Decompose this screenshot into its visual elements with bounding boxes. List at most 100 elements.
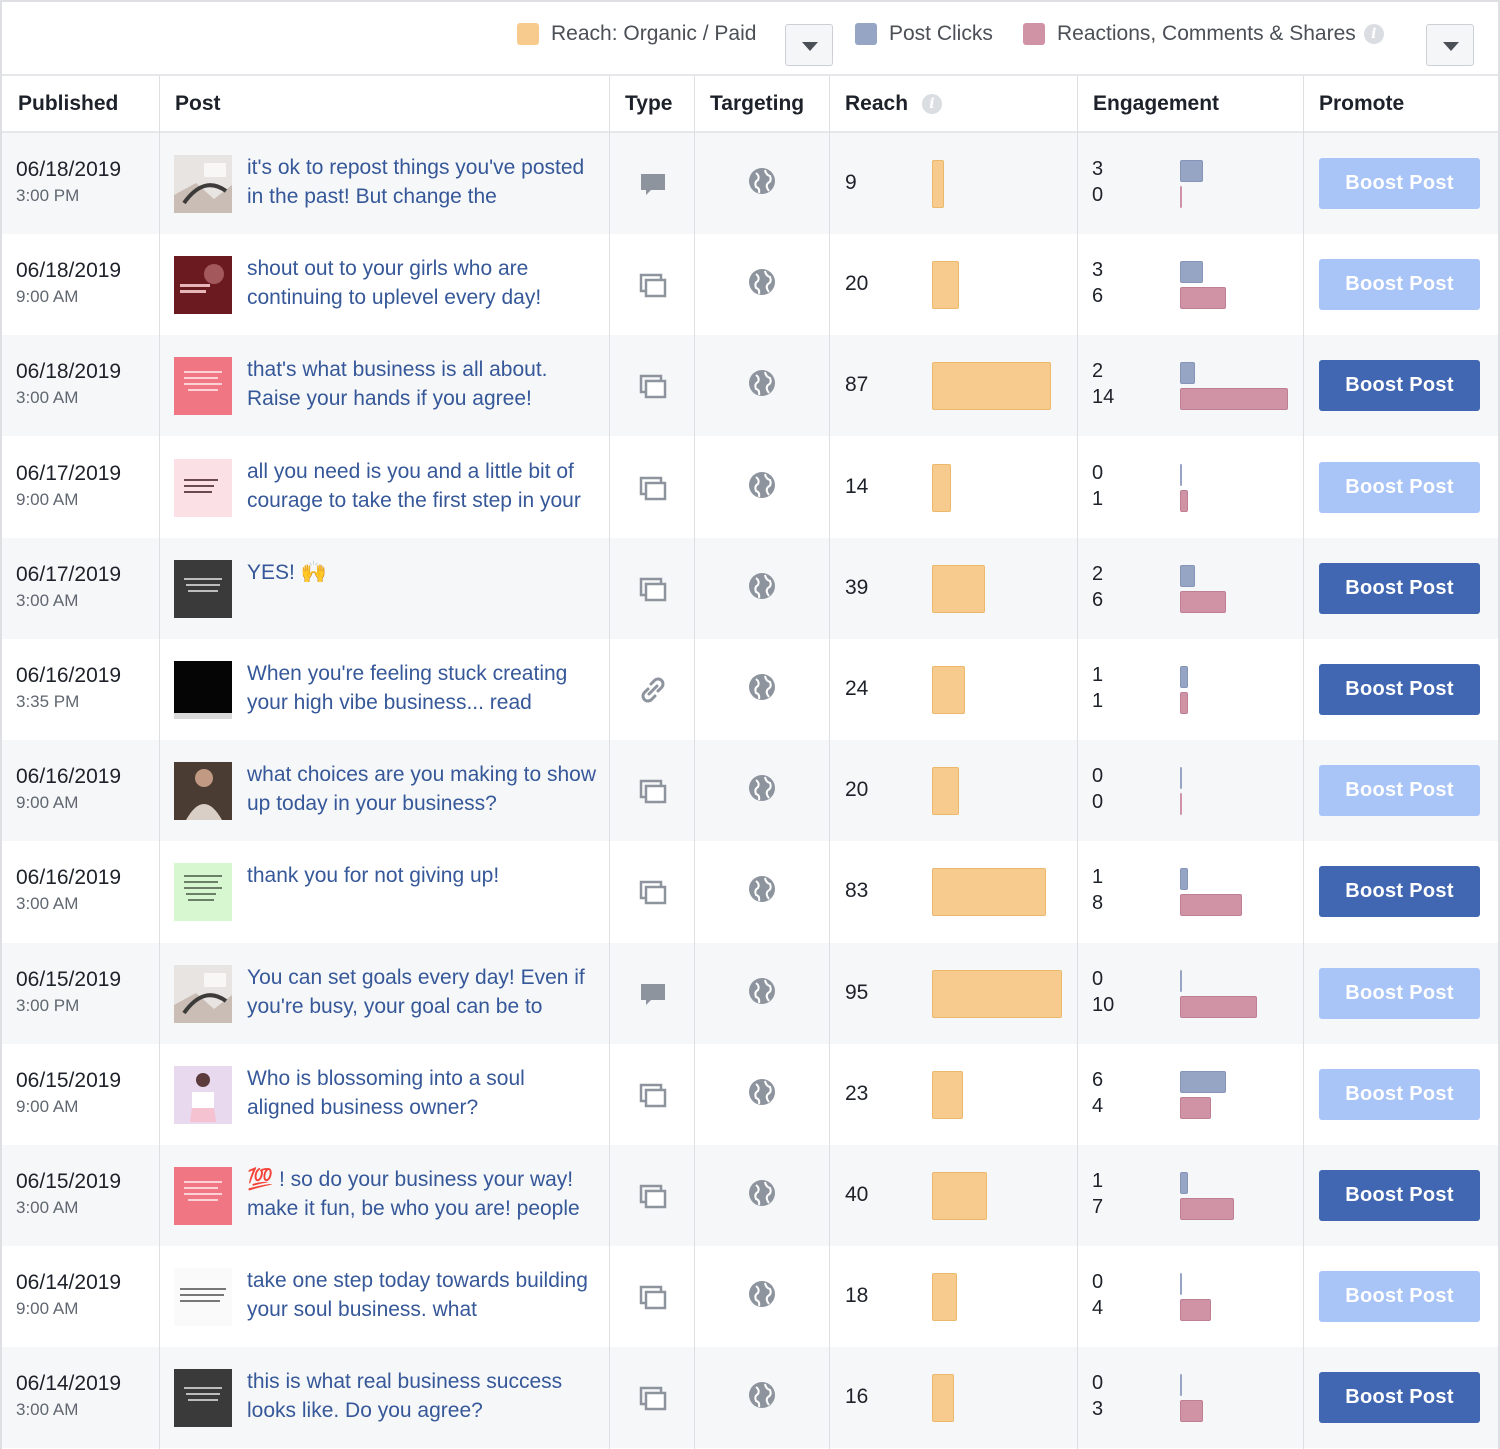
table-row[interactable]: 06/14/2019 9:00 AM take one step today tow… <box>2 1246 1498 1348</box>
post-clicks-value: 1 <box>1092 664 1104 686</box>
post-link[interactable]: shout out to your girls who are continui… <box>247 257 542 310</box>
post-link[interactable]: thank you for not giving up! <box>247 864 500 888</box>
link-icon <box>638 675 668 705</box>
post-thumbnail[interactable] <box>174 661 232 719</box>
info-icon[interactable]: i <box>921 94 942 115</box>
published-time: 3:00 AM <box>16 894 79 914</box>
post-link[interactable]: it's ok to repost things you've posted i… <box>247 156 585 208</box>
post-thumbnail[interactable] <box>174 256 232 315</box>
table-row[interactable]: 06/18/2019 3:00 PM it's ok to repost thing… <box>2 133 1498 234</box>
post-thumbnail[interactable] <box>174 357 232 416</box>
boost-post-button[interactable]: Boost Post <box>1319 360 1480 412</box>
boost-post-button[interactable]: Boost Post <box>1319 765 1480 817</box>
column-post[interactable]: Post <box>175 92 221 115</box>
album-icon <box>638 1080 668 1110</box>
post-clicks-value: 0 <box>1092 1372 1104 1395</box>
post-link[interactable]: this is what real business success looks… <box>247 1370 563 1423</box>
chevron-down-icon <box>1443 42 1459 51</box>
boost-post-button[interactable]: Boost Post <box>1319 866 1480 918</box>
boost-post-button[interactable]: Boost Post <box>1319 461 1480 513</box>
column-reach[interactable]: Reach i <box>829 76 942 133</box>
post-thumbnail[interactable] <box>174 1369 232 1428</box>
reach-bar <box>932 463 952 512</box>
reactions-value: 8 <box>1092 892 1104 915</box>
post-link[interactable]: You can set goals every day! Even if you… <box>247 965 585 1018</box>
post-clicks-value: 0 <box>1092 461 1104 484</box>
status-icon <box>638 169 668 199</box>
post-thumbnail[interactable] <box>174 1065 232 1124</box>
reactions-bar <box>1180 186 1182 208</box>
post-link[interactable]: Who is blossoming into a soul aligned bu… <box>247 1066 525 1119</box>
album-icon <box>638 473 668 503</box>
table-row[interactable]: 06/15/2019 3:00 PM You can set goals every… <box>2 942 1498 1044</box>
table-row[interactable]: 06/16/2019 9:00 AM what choices are you ma… <box>2 740 1498 842</box>
boost-post-button[interactable]: Boost Post <box>1319 259 1480 311</box>
post-link[interactable]: 💯 ! so do your business your way! make i… <box>247 1168 580 1220</box>
globe-icon <box>747 166 777 196</box>
album-icon <box>638 270 668 300</box>
boost-post-button[interactable]: Boost Post <box>1319 158 1480 209</box>
album-icon <box>638 371 668 401</box>
info-icon[interactable]: i <box>1363 24 1384 44</box>
post-link[interactable]: what choices are you making to show up t… <box>247 763 597 816</box>
published-time: 9:00 AM <box>16 1299 79 1319</box>
boost-post-button[interactable]: Boost Post <box>1319 1271 1480 1323</box>
boost-post-button[interactable]: Boost Post <box>1319 1372 1480 1424</box>
table-row[interactable]: 06/16/2019 3:00 AM thank you for not givin… <box>2 841 1498 943</box>
post-thumbnail[interactable] <box>174 155 232 213</box>
engagement-dropdown-button[interactable] <box>1426 24 1474 66</box>
post-thumbnail[interactable] <box>174 964 232 1023</box>
published-date: 06/16/2019 <box>16 866 122 890</box>
reach-bar <box>932 969 1062 1018</box>
legend-clicks: Post Clicks <box>855 22 993 46</box>
column-type[interactable]: Type <box>625 92 673 115</box>
post-thumbnail[interactable] <box>174 1167 232 1225</box>
boost-post-button[interactable]: Boost Post <box>1319 1170 1480 1221</box>
post-thumbnail[interactable] <box>174 1268 232 1327</box>
post-clicks-bar <box>1180 1172 1188 1194</box>
reactions-bar <box>1180 489 1188 512</box>
post-link[interactable]: YES! 🙌 <box>247 560 327 584</box>
boost-post-button[interactable]: Boost Post <box>1319 664 1480 715</box>
post-clicks-bar <box>1180 1374 1182 1397</box>
globe-icon <box>747 571 777 601</box>
table-row[interactable]: 06/16/2019 3:35 PM When you're feeling stu… <box>2 639 1498 740</box>
post-thumbnail[interactable] <box>174 762 232 821</box>
reactions-bar <box>1180 1400 1204 1423</box>
post-link[interactable]: take one step today towards building you… <box>247 1269 588 1322</box>
table-row[interactable]: 06/14/2019 3:00 AM this is what real busin… <box>2 1347 1498 1449</box>
column-divider <box>694 76 695 1449</box>
post-link[interactable]: that's what business is all about. Raise… <box>247 358 548 411</box>
post-clicks-value: 2 <box>1092 360 1104 383</box>
post-thumbnail[interactable] <box>174 863 232 922</box>
column-engagement[interactable]: Engagement <box>1093 92 1220 115</box>
table-row[interactable]: 06/15/2019 9:00 AM Who is blossoming into … <box>2 1043 1498 1145</box>
table-row[interactable]: 06/17/2019 9:00 AM all you need is you and… <box>2 436 1498 538</box>
post-link[interactable]: all you need is you and a little bit of … <box>247 459 581 512</box>
reactions-value: 6 <box>1092 285 1104 308</box>
table-row[interactable]: 06/18/2019 3:00 AM that's what business is… <box>2 335 1498 437</box>
post-thumbnail[interactable] <box>174 458 232 517</box>
boost-post-button[interactable]: Boost Post <box>1319 1068 1480 1120</box>
album-icon <box>638 776 668 806</box>
post-thumbnail[interactable] <box>174 559 232 618</box>
reach-value: 40 <box>845 1183 869 1206</box>
reactions-bar <box>1180 388 1288 411</box>
table-row[interactable]: 06/18/2019 9:00 AM shout out to your girls… <box>2 234 1498 336</box>
post-clicks-value: 6 <box>1092 1068 1104 1091</box>
column-published[interactable]: Published <box>18 92 119 115</box>
reach-value: 83 <box>845 879 869 903</box>
boost-post-button[interactable]: Boost Post <box>1319 967 1480 1019</box>
table-row[interactable]: 06/17/2019 3:00 AM YES! 🙌 39 2 6 Boost Post <box>2 537 1498 639</box>
post-clicks-bar <box>1180 362 1196 385</box>
post-link[interactable]: When you're feeling stuck creating your … <box>247 662 568 714</box>
post-clicks-bar <box>1180 666 1188 688</box>
table-row[interactable]: 06/15/2019 3:00 AM 💯 ! so do your business… <box>2 1145 1498 1246</box>
column-targeting[interactable]: Targeting <box>710 92 805 115</box>
reactions-value: 1 <box>1092 487 1104 510</box>
post-clicks-value: 2 <box>1092 562 1104 585</box>
boost-post-button[interactable]: Boost Post <box>1319 562 1480 614</box>
reactions-value: 0 <box>1092 184 1104 206</box>
reach-dropdown-button[interactable] <box>785 24 833 66</box>
